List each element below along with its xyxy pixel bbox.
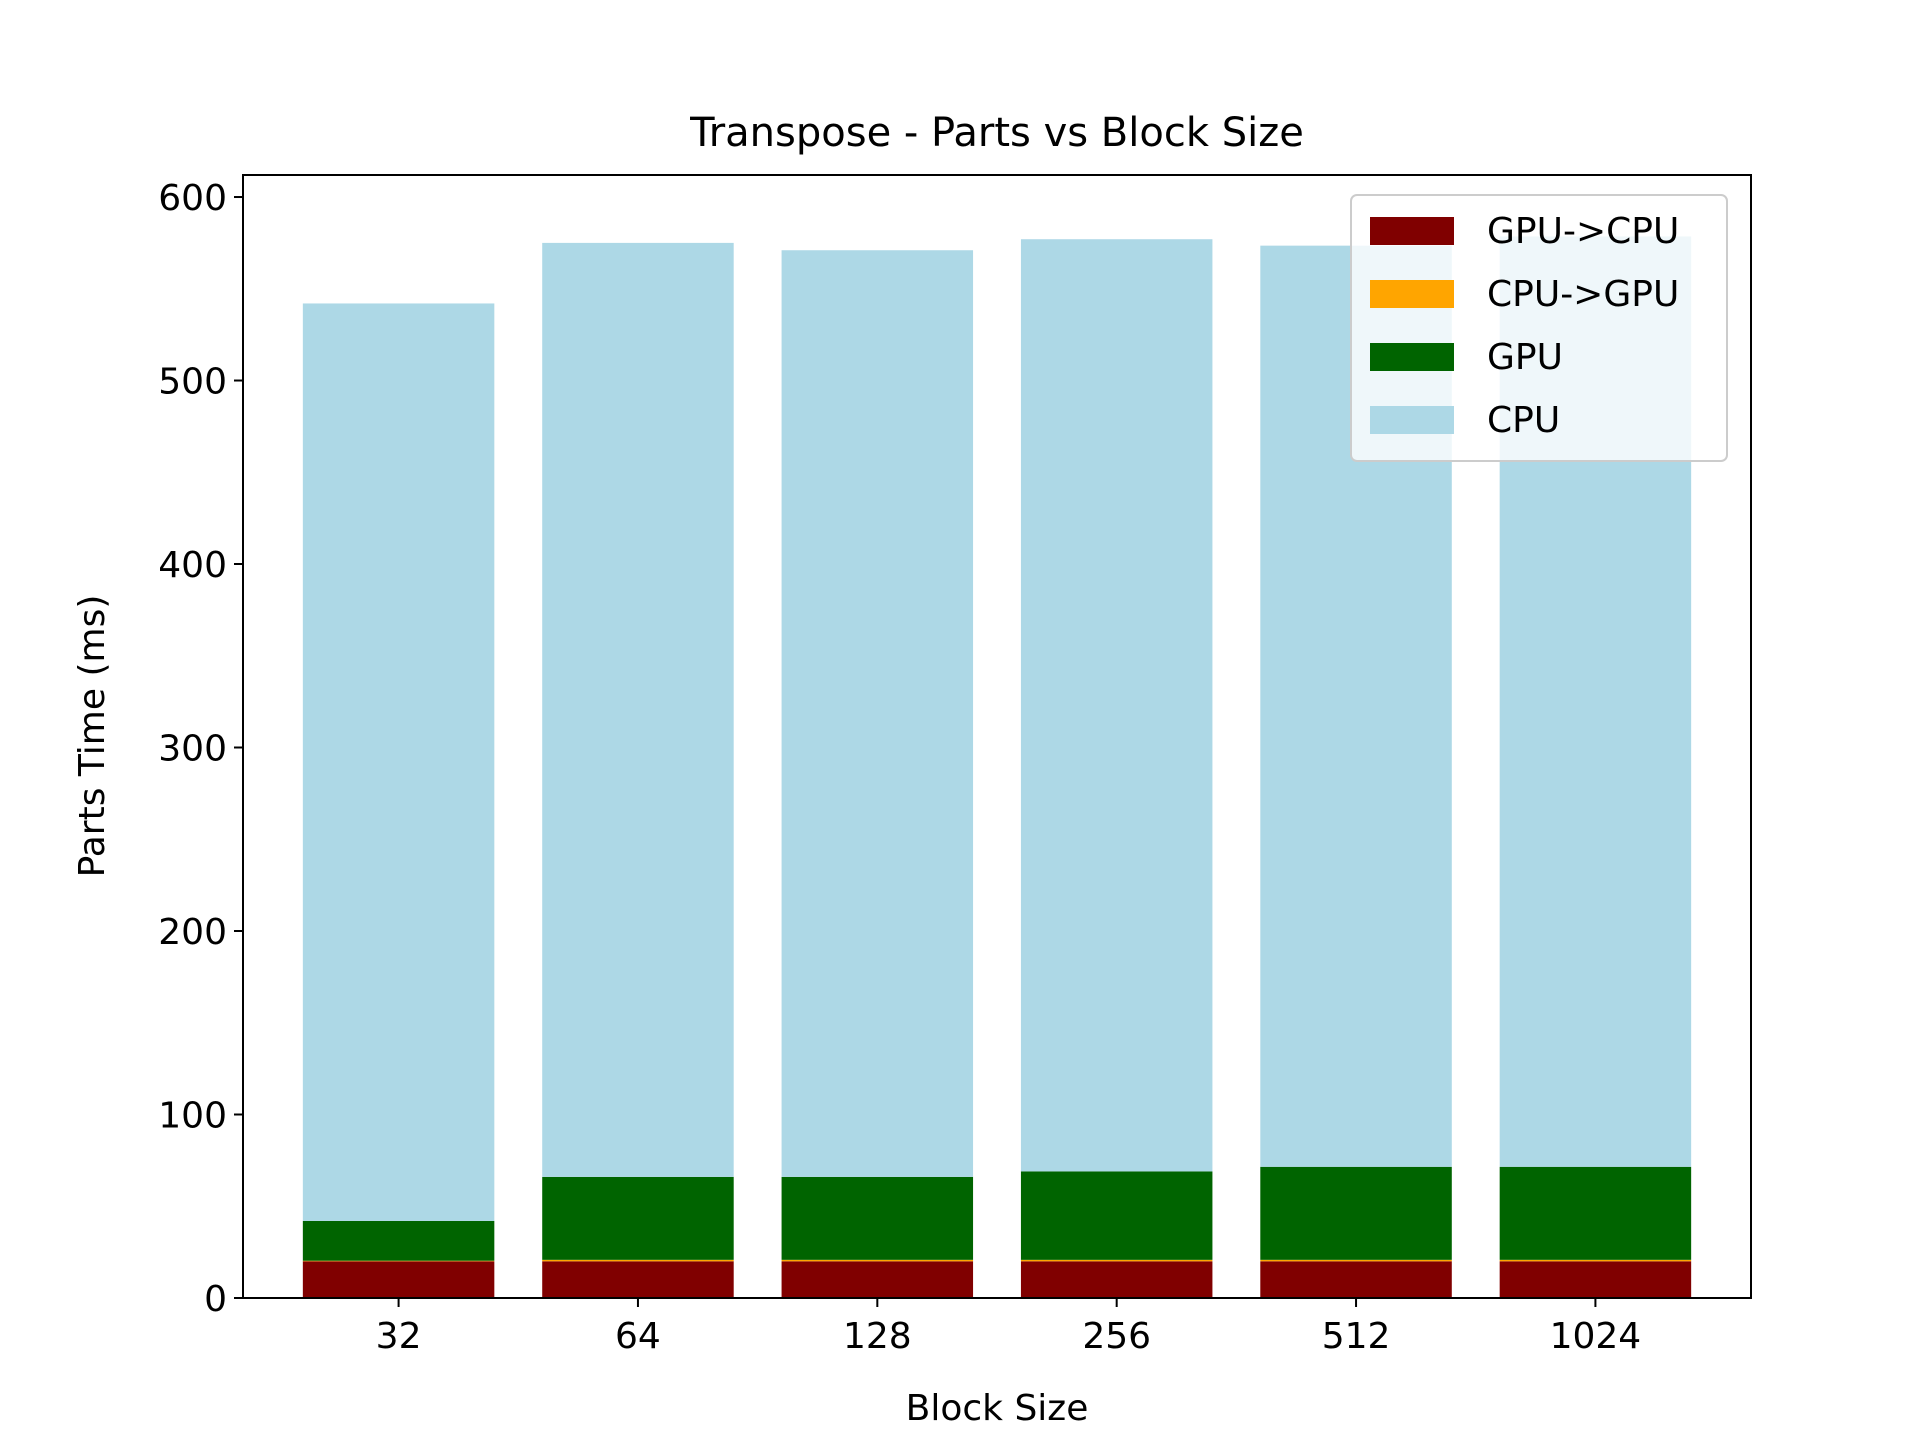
bar-cpu-128 [781,250,974,1177]
x-tick-label: 32 [376,1316,422,1357]
y-tick-label: 200 [158,912,227,953]
bar-cpu-gpu-128 [781,1259,974,1262]
bar-cpu-gpu-32 [302,1260,495,1262]
x-tick-label: 512 [1322,1316,1391,1357]
x-tick-label: 128 [843,1316,912,1357]
x-tick-label: 256 [1082,1316,1151,1357]
bar-gpu-128 [781,1176,974,1260]
y-axis-label: Parts Time (ms) [72,595,113,878]
bar-cpu-64 [542,242,734,1177]
chart-title: Transpose - Parts vs Block Size [689,110,1304,156]
bar-gpu-cpu-1024 [1499,1261,1692,1298]
bar-cpu-gpu-1024 [1499,1259,1692,1262]
bar-gpu-cpu-64 [542,1261,734,1298]
legend-label: GPU [1487,337,1563,378]
plot-frame [242,174,1752,1299]
bar-gpu-1024 [1499,1166,1692,1260]
legend-swatch [1370,217,1454,245]
bar-gpu-cpu-256 [1020,1261,1213,1298]
legend-swatch [1370,343,1454,371]
y-tick-label: 100 [158,1096,227,1137]
bar-cpu-256 [1020,239,1213,1172]
legend-label: GPU->CPU [1487,211,1679,252]
bar-cpu-gpu-512 [1260,1259,1452,1262]
y-tick-label: 0 [204,1279,227,1320]
bars-layer [302,236,1692,1298]
legend-box [1350,194,1728,462]
x-tick-label: 1024 [1550,1316,1642,1357]
bar-cpu-gpu-64 [542,1259,734,1262]
bar-gpu-256 [1020,1171,1213,1260]
y-tick-label: 400 [158,545,227,586]
x-tick-label: 64 [615,1316,661,1357]
bar-cpu-32 [302,303,495,1221]
x-axis-label: Block Size [906,1388,1089,1429]
legend-label: CPU->GPU [1487,274,1679,315]
legend-swatch [1370,280,1454,308]
y-tick-label: 600 [158,178,227,219]
bar-cpu-gpu-256 [1020,1259,1213,1262]
y-tick-label: 500 [158,362,227,403]
y-axis: 0 100 200 300 400 500 600 [158,178,243,1320]
bar-gpu-cpu-32 [302,1261,495,1298]
y-tick-label: 300 [158,729,227,770]
bar-gpu-cpu-512 [1260,1261,1452,1298]
legend-label: CPU [1487,400,1560,441]
bar-gpu-512 [1260,1166,1452,1260]
x-axis: 32 64 128 256 512 1024 [376,1298,1642,1357]
bar-gpu-64 [542,1176,734,1260]
bar-gpu-cpu-128 [781,1261,974,1298]
legend: GPU->CPU CPU->GPU GPU CPU [1350,194,1728,462]
legend-swatch [1370,406,1454,434]
bar-gpu-32 [302,1220,495,1261]
